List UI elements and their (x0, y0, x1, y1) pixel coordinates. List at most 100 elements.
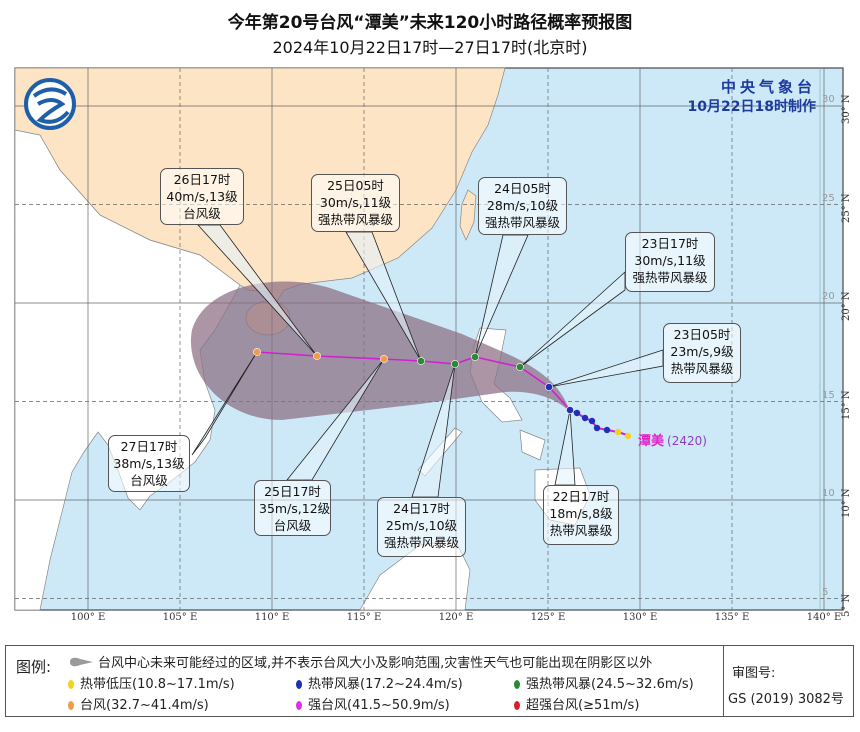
callout-26d17h: 26日17时 40m/s,13级 台风级 (160, 168, 244, 225)
legend-item: 强台风(41.5~50.9m/s) (296, 694, 450, 713)
longitude-label: 130° E (622, 612, 658, 623)
longitude-label: 105° E (162, 612, 198, 623)
agency-name: 中央气象台 (720, 78, 816, 96)
callout-wind: 25m/s,10级 (385, 518, 458, 533)
cma-logo (24, 78, 76, 130)
legend-label: 热带低压(10.8~17.1m/s) (80, 677, 235, 692)
past-point-marker (614, 428, 622, 436)
map-subtitle: 2024年10月22日17时—27日17时(北京时) (272, 38, 588, 57)
callout-time: 22日17时 (552, 489, 610, 504)
legend-label: 台风(32.7~41.4m/s) (80, 698, 209, 713)
land-philippines (417, 327, 591, 526)
callout-pointer (474, 234, 529, 358)
dot-icon (514, 701, 520, 710)
legend-item: 热带低压(10.8~17.1m/s) (68, 673, 235, 692)
latitude-label: 10° N (841, 488, 852, 518)
longitude-label: 100° E (70, 612, 106, 623)
legend-item: 台风(32.7~41.4m/s) (68, 694, 209, 713)
callout-category: 台风级 (183, 206, 221, 221)
callout-wind: 28m/s,10级 (486, 198, 559, 213)
callout-pointer (345, 231, 422, 362)
forecast-point-marker (417, 357, 425, 365)
legend-item: 热带风暴(17.2~24.4m/s) (296, 673, 463, 692)
dot-icon (68, 680, 74, 689)
legend-label: 强台风(41.5~50.9m/s) (308, 698, 450, 713)
legend-item: 强热带风暴(24.5~32.6m/s) (514, 673, 694, 692)
callout-22d17h: 22日17时 18m/s,8级 热带风暴级 (543, 485, 619, 545)
inner-latitude-label: 10 (822, 488, 835, 499)
callout-time: 23日17时 (641, 236, 699, 251)
dot-icon (296, 701, 302, 710)
longitude-label: 125° E (530, 612, 566, 623)
longitude-label: 135° E (714, 612, 750, 623)
forecast-point-marker (253, 348, 261, 356)
callout-category: 热带风暴级 (670, 361, 734, 376)
forecast-point-marker (380, 355, 388, 363)
callout-wind: 23m/s,9级 (670, 344, 734, 359)
callout-time: 25日17时 (264, 484, 321, 499)
callout-time: 23日05时 (673, 327, 731, 342)
legend-divider (723, 646, 724, 716)
callout-27d17h: 27日17时 38m/s,13级 台风级 (108, 435, 190, 492)
latitude-label: 30° N (841, 94, 852, 124)
longitude-label: 115° E (346, 612, 382, 623)
longitude-label: 110° E (254, 612, 290, 623)
callout-25d05h: 25日05时 30m/s,11级 强热带风暴级 (311, 174, 400, 232)
dot-icon (514, 680, 520, 689)
review-number: GS (2019) 3082号 (728, 692, 844, 707)
past-point-marker (573, 409, 581, 417)
callout-24d17h: 24日17时 25m/s,10级 强热带风暴级 (377, 497, 466, 557)
legend-item: 超强台风(≥51m/s) (514, 694, 639, 713)
forecast-point-marker (516, 363, 524, 371)
callout-wind: 38m/s,13级 (113, 456, 185, 471)
latitude-label: 25° N (841, 192, 852, 223)
legend: 图例: 台风中心未来可能经过的区域,并不表示台风大小及影响范围,灾害性天气也可能… (5, 645, 854, 717)
callout-category: 强热带风暴级 (317, 212, 393, 227)
legend-label: 强热带风暴(24.5~32.6m/s) (526, 677, 694, 692)
callout-wind: 40m/s,13级 (166, 189, 238, 204)
dot-icon (68, 701, 74, 710)
callout-25d17h: 25日17时 35m/s,12级 台风级 (254, 480, 331, 536)
callout-category: 台风级 (273, 518, 312, 533)
callout-wind: 30m/s,11级 (634, 253, 706, 268)
inner-latitude-label: 20 (822, 291, 835, 302)
cone-swatch-icon (70, 657, 93, 667)
forecast-point-marker (545, 383, 553, 391)
callout-23d05h: 23日05时 23m/s,9级 热带风暴级 (663, 323, 741, 383)
review-label: 审图号: (732, 666, 776, 681)
callout-pointer (197, 224, 318, 357)
forecast-point-marker (471, 353, 479, 361)
forecast-point-marker (566, 406, 574, 414)
callout-time: 24日17时 (393, 501, 450, 516)
longitude-label: 140° E (806, 612, 842, 623)
callout-category: 强热带风暴级 (383, 535, 459, 550)
legend-label: 热带风暴(17.2~24.4m/s) (308, 677, 463, 692)
land-taiwan (459, 189, 477, 241)
latitude-label: 5° N (841, 593, 852, 617)
past-point-marker (581, 414, 589, 422)
dot-icon (296, 680, 302, 689)
callout-24d05h: 24日05时 28m/s,10级 强热带风暴级 (478, 177, 567, 235)
callout-wind: 18m/s,8级 (549, 506, 613, 521)
inner-latitude-label: 25 (822, 192, 835, 204)
latitude-label: 15° N (841, 389, 852, 420)
callout-wind: 35m/s,12级 (259, 501, 331, 516)
callout-wind: 30m/s,11级 (319, 195, 392, 210)
typhoon-code: (2420) (667, 434, 707, 448)
callout-time: 26日17时 (173, 172, 231, 187)
forecast-point-marker (313, 352, 321, 360)
typhoon-name-label: 潭美 (2420) (638, 430, 707, 449)
callout-category: 热带风暴级 (549, 523, 613, 538)
callout-time: 25日05时 (327, 178, 384, 193)
inner-latitude-label: 5 (822, 586, 829, 598)
past-point-marker (624, 432, 632, 440)
issue-time: 10月22日18时制作 (687, 99, 816, 115)
map-title: 今年第20号台风“潭美”未来120小时路径概率预报图 (227, 13, 633, 33)
longitude-label: 120° E (438, 612, 474, 623)
typhoon-name: 潭美 (638, 434, 665, 449)
callout-pointers (191, 224, 664, 498)
latitude-label: 20° N (841, 291, 852, 321)
inner-latitude-label: 30 (822, 94, 835, 105)
past-point-marker (588, 417, 596, 425)
